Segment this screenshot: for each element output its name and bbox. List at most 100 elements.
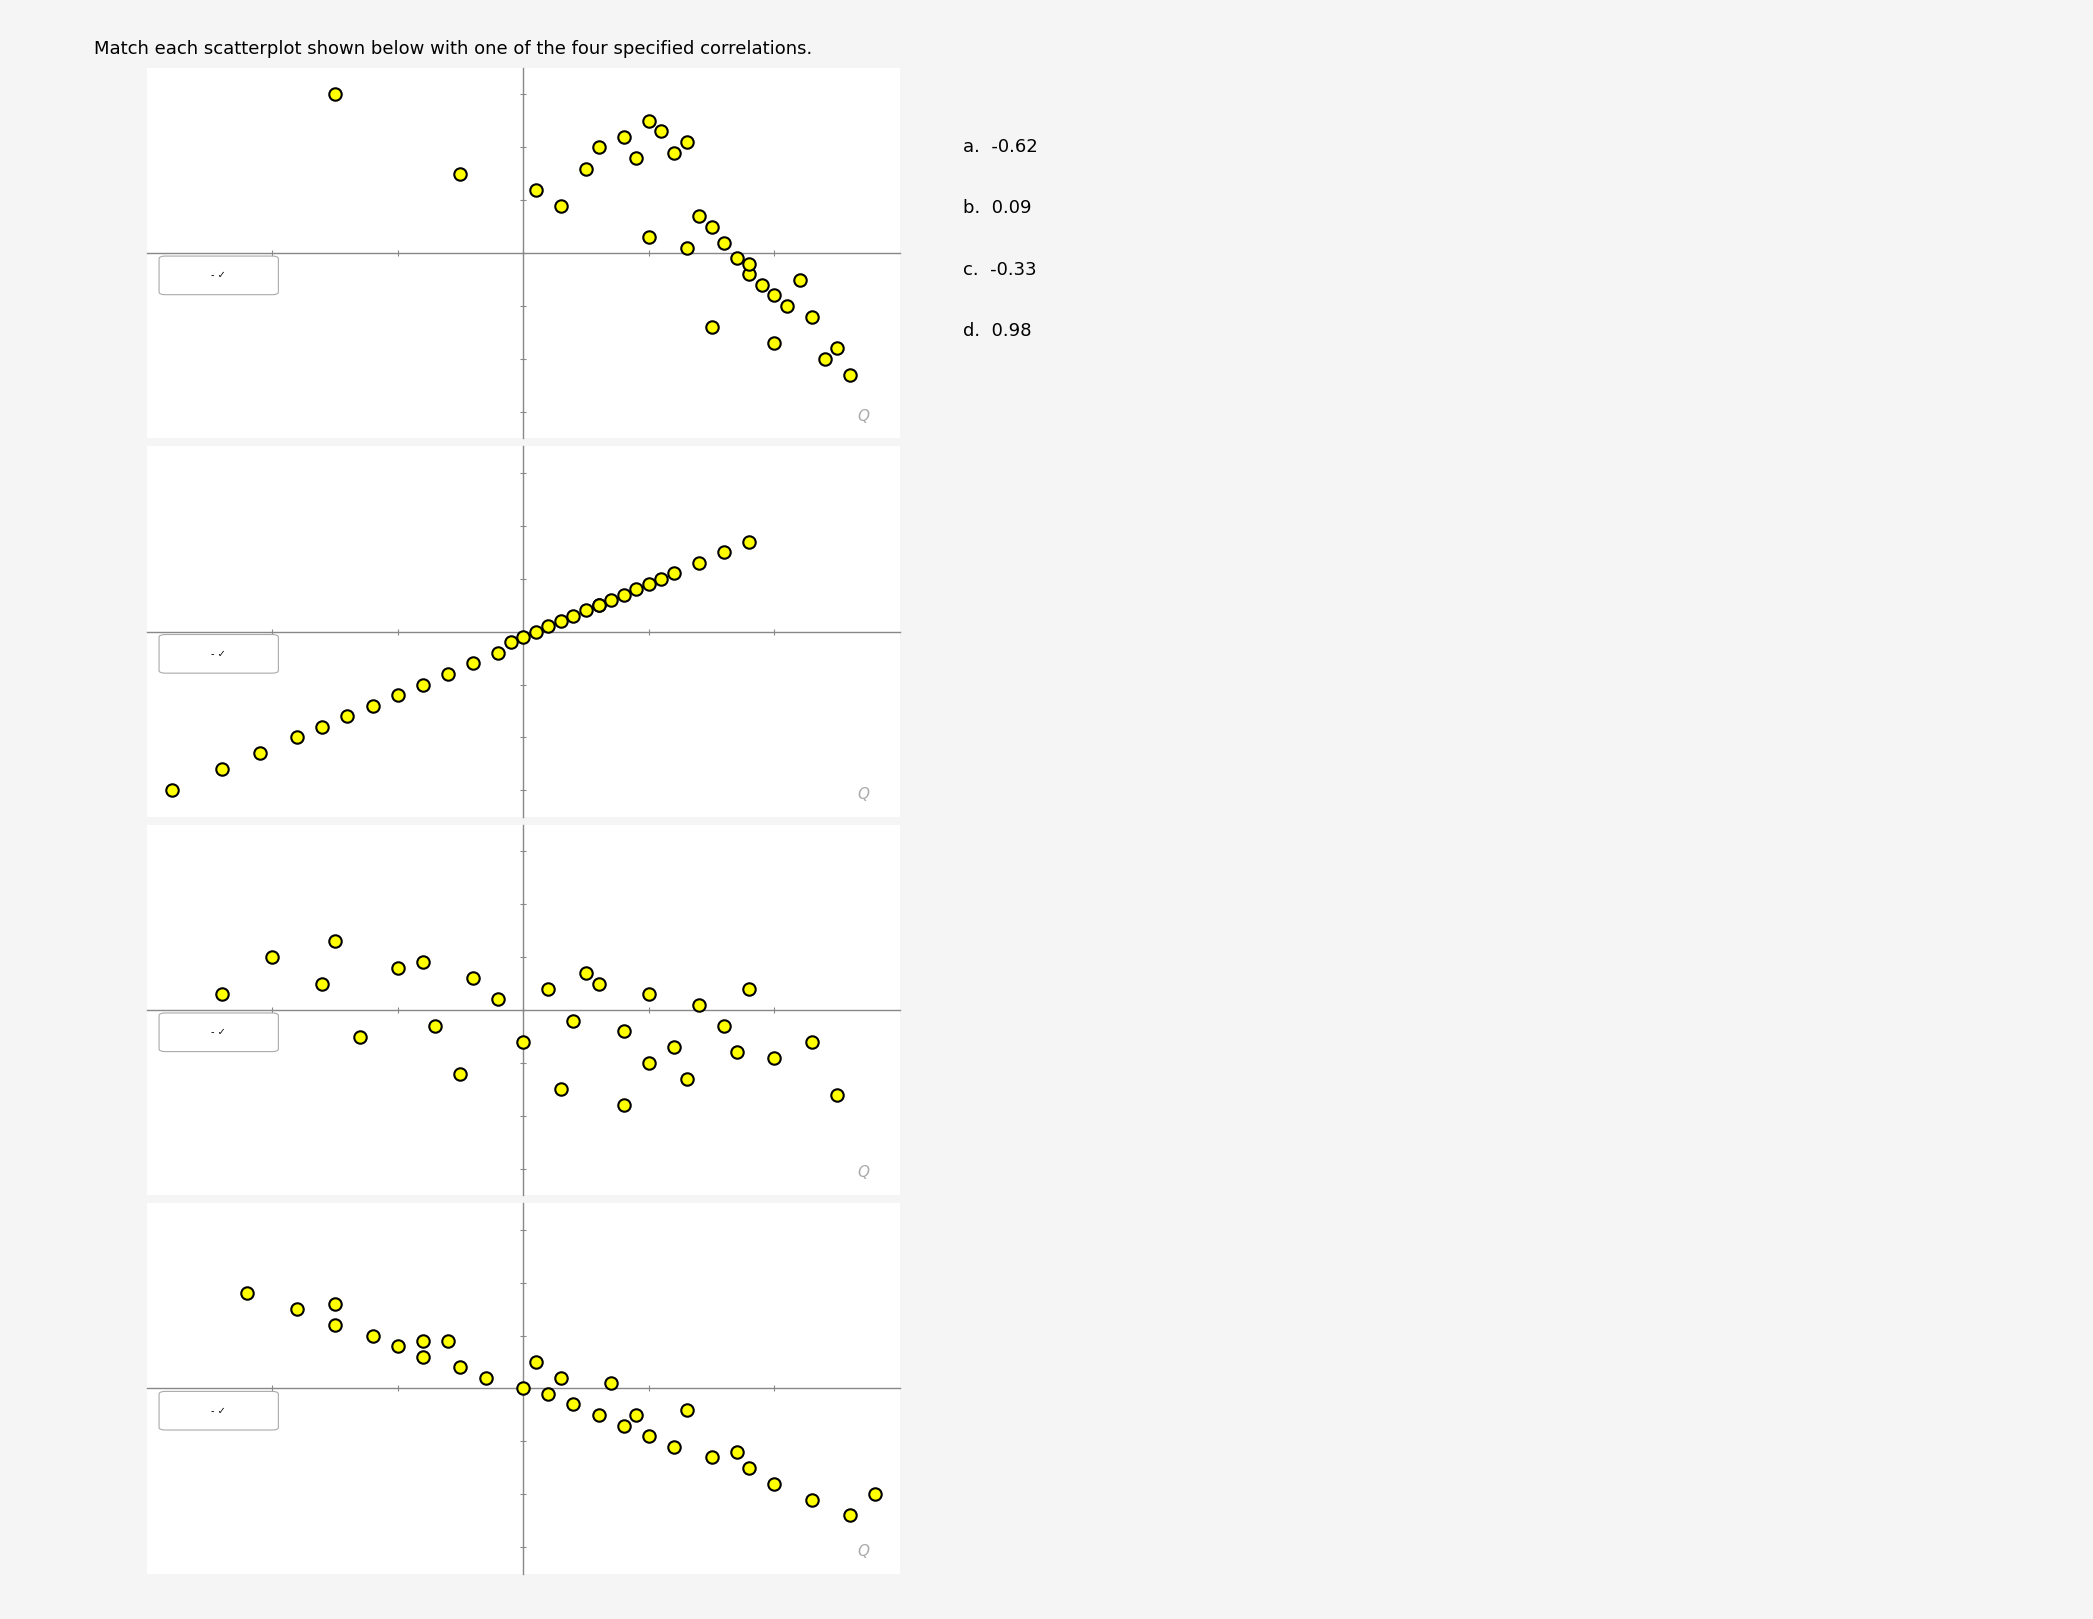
Point (318, 1311, 352, 1337)
Text: - ✓: - ✓ (211, 649, 226, 659)
Point (582, 1402, 615, 1428)
Point (557, 1007, 590, 1033)
Point (682, 550, 716, 576)
Point (507, 1376, 540, 1402)
Point (645, 565, 678, 591)
Point (569, 597, 603, 623)
Point (406, 672, 440, 698)
Point (632, 1423, 666, 1449)
Point (594, 588, 628, 614)
Point (519, 1349, 553, 1375)
Point (255, 944, 289, 970)
Point (381, 1332, 414, 1358)
Point (670, 235, 703, 261)
Point (607, 581, 640, 607)
Point (280, 1297, 314, 1323)
Point (695, 214, 728, 240)
Point (620, 1402, 653, 1428)
Point (657, 1035, 691, 1060)
Point (507, 1028, 540, 1054)
Point (607, 1412, 640, 1439)
Point (833, 363, 867, 389)
Point (670, 1065, 703, 1091)
Point (507, 623, 540, 649)
Point (833, 1502, 867, 1528)
Point (720, 1439, 753, 1465)
Point (569, 155, 603, 181)
Point (356, 693, 389, 719)
Point (582, 593, 615, 618)
Point (707, 539, 741, 565)
Text: Match each scatterplot shown below with one of the four specified correlations.: Match each scatterplot shown below with … (94, 40, 812, 58)
Point (670, 130, 703, 155)
Point (469, 1365, 502, 1391)
Text: Q: Q (858, 408, 871, 424)
FancyBboxPatch shape (159, 1391, 278, 1430)
Point (532, 1381, 565, 1407)
Point (720, 246, 753, 272)
Point (155, 777, 188, 803)
Point (607, 123, 640, 149)
Point (557, 1391, 590, 1417)
Text: b.  0.09: b. 0.09 (963, 199, 1032, 217)
Point (657, 139, 691, 165)
Point (494, 630, 527, 656)
Point (695, 314, 728, 340)
Point (620, 146, 653, 172)
Point (569, 960, 603, 986)
Text: - ✓: - ✓ (211, 1405, 226, 1415)
Point (733, 251, 766, 277)
Point (632, 572, 666, 597)
Point (532, 976, 565, 1002)
Point (406, 1344, 440, 1370)
Point (632, 1051, 666, 1077)
Point (481, 986, 515, 1012)
Point (858, 1481, 892, 1507)
Point (406, 949, 440, 975)
Point (544, 609, 578, 635)
Point (318, 928, 352, 954)
Point (607, 1018, 640, 1044)
Text: d.  0.98: d. 0.98 (963, 322, 1032, 340)
Point (381, 682, 414, 708)
Point (456, 651, 490, 677)
Point (657, 560, 691, 586)
Point (557, 602, 590, 628)
Point (820, 335, 854, 361)
Point (243, 740, 276, 766)
Point (431, 661, 465, 686)
Point (607, 1093, 640, 1119)
Point (419, 1013, 452, 1039)
Point (205, 981, 239, 1007)
Point (594, 1370, 628, 1396)
Point (444, 1060, 477, 1086)
Point (682, 992, 716, 1018)
Point (318, 1290, 352, 1316)
Point (808, 346, 841, 372)
Point (758, 283, 791, 309)
Point (720, 1039, 753, 1065)
Point (444, 1355, 477, 1381)
Point (582, 593, 615, 618)
Text: Q: Q (858, 787, 871, 801)
Point (519, 176, 553, 202)
Point (657, 1434, 691, 1460)
Text: Q: Q (858, 1545, 871, 1559)
Point (795, 1486, 829, 1512)
Point (444, 160, 477, 186)
Point (331, 703, 364, 729)
Point (733, 261, 766, 287)
Point (544, 1077, 578, 1103)
Point (306, 971, 339, 997)
Point (795, 1028, 829, 1054)
Point (519, 618, 553, 644)
Point (733, 529, 766, 555)
FancyBboxPatch shape (159, 256, 278, 295)
Point (733, 976, 766, 1002)
Point (695, 1444, 728, 1470)
Point (745, 272, 779, 298)
Point (795, 304, 829, 330)
Text: - ✓: - ✓ (211, 270, 226, 280)
Point (306, 714, 339, 740)
Point (318, 81, 352, 107)
